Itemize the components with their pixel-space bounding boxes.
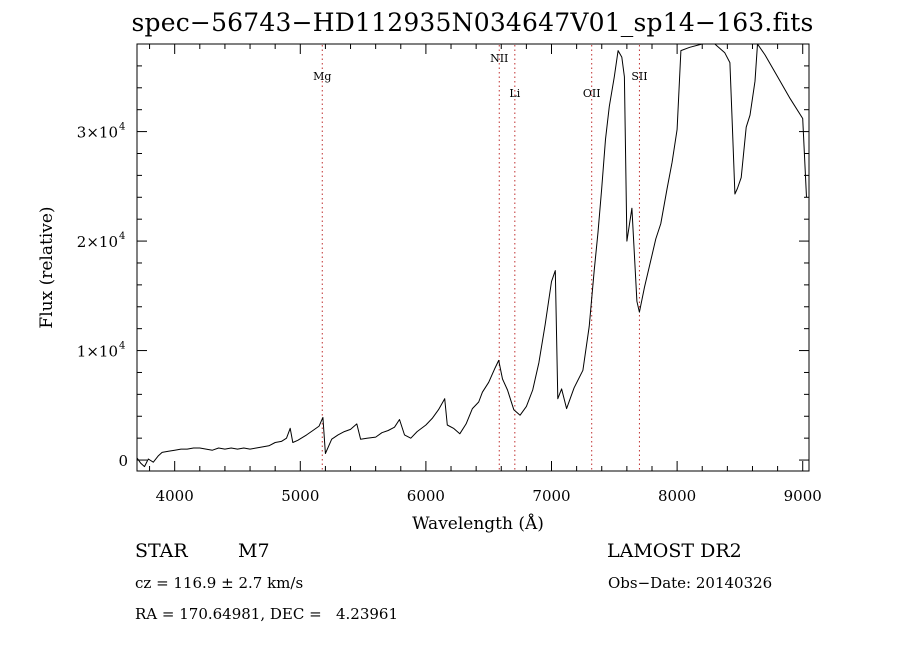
chart-title: spec−56743−HD112935N034647V01_sp14−163.f… [131, 8, 814, 37]
x-tick-label: 7000 [532, 487, 570, 505]
y-tick-label: 0 [118, 452, 128, 470]
obs-date-label: Obs−Date: 20140326 [608, 574, 773, 592]
coordinates-label: RA = 170.64981, DEC = 4.23961 [135, 605, 399, 623]
object-type-label: STAR [135, 540, 188, 562]
plot-frame [136, 43, 810, 472]
survey-label: LAMOST DR2 [607, 540, 742, 562]
y-tick-exponent: 4 [119, 122, 125, 133]
spectral-line-label: OII [583, 87, 601, 100]
spectral-line-label: SII [631, 70, 647, 83]
y-tick-label: 2×10 [77, 233, 118, 251]
x-tick-label: 9000 [784, 487, 822, 505]
spectral-line-label: Li [509, 87, 520, 100]
x-tick-label: 8000 [658, 487, 696, 505]
y-tick-label: 3×10 [77, 124, 118, 142]
spectral-line-label: Mg [313, 70, 331, 83]
x-tick-label: 5000 [281, 487, 319, 505]
y-tick-label: 1×10 [77, 343, 118, 361]
spectrum-line [137, 44, 807, 468]
redshift-label: cz = 116.9 ± 2.7 km/s [135, 574, 304, 592]
y-axis-label: Flux (relative) [37, 206, 57, 328]
y-tick-exponent: 4 [119, 231, 125, 242]
x-tick-label: 6000 [407, 487, 445, 505]
spectral-line-label: NII [490, 52, 508, 65]
x-tick-label: 4000 [156, 487, 194, 505]
x-axis-label: Wavelength (Å) [412, 513, 544, 534]
subclass-label: M7 [238, 540, 270, 562]
y-tick-exponent: 4 [119, 341, 125, 352]
